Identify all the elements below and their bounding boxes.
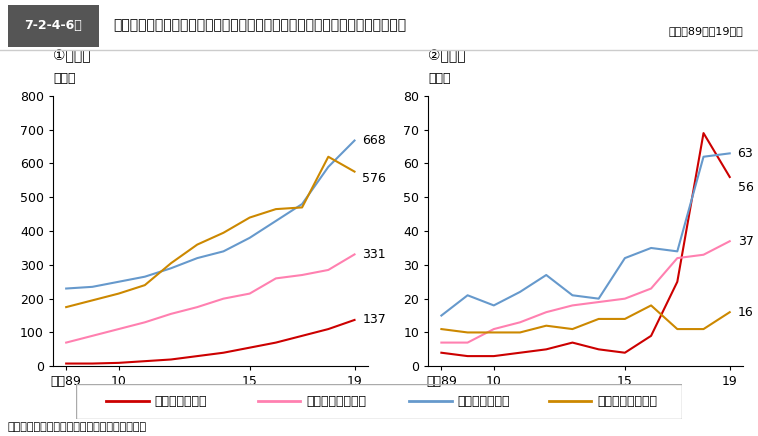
- Text: 初入者（その他）: 初入者（その他）: [306, 395, 366, 408]
- Text: 56: 56: [738, 181, 753, 194]
- Text: 37: 37: [738, 235, 753, 248]
- Text: 高齢新受刑者の男女別・初入・再入別・窃盗犯及びその他の犯罪人員の推移: 高齢新受刑者の男女別・初入・再入別・窃盗犯及びその他の犯罪人員の推移: [114, 18, 407, 32]
- Text: （平成89年～19年）: （平成89年～19年）: [668, 27, 743, 37]
- Text: 16: 16: [738, 306, 753, 319]
- Text: 668: 668: [362, 134, 386, 147]
- Text: 63: 63: [738, 147, 753, 160]
- Text: 137: 137: [362, 313, 386, 327]
- Text: 7-2-4-6図: 7-2-4-6図: [24, 19, 82, 32]
- Text: 576: 576: [362, 172, 387, 185]
- Text: 初入者（窃盗）: 初入者（窃盗）: [155, 395, 207, 408]
- Text: （人）: （人）: [428, 72, 451, 85]
- Text: 331: 331: [362, 248, 386, 261]
- FancyBboxPatch shape: [8, 5, 99, 47]
- Text: ①　男子: ① 男子: [53, 49, 91, 64]
- Text: 再入者（窃盗）: 再入者（窃盗）: [458, 395, 510, 408]
- Text: 再入者（その他）: 再入者（その他）: [597, 395, 657, 408]
- Text: （人）: （人）: [53, 72, 76, 85]
- Text: 注　法務省大臣官房司法法制部の資料による。: 注 法務省大臣官房司法法制部の資料による。: [8, 422, 147, 432]
- Text: ②　女子: ② 女子: [428, 49, 466, 64]
